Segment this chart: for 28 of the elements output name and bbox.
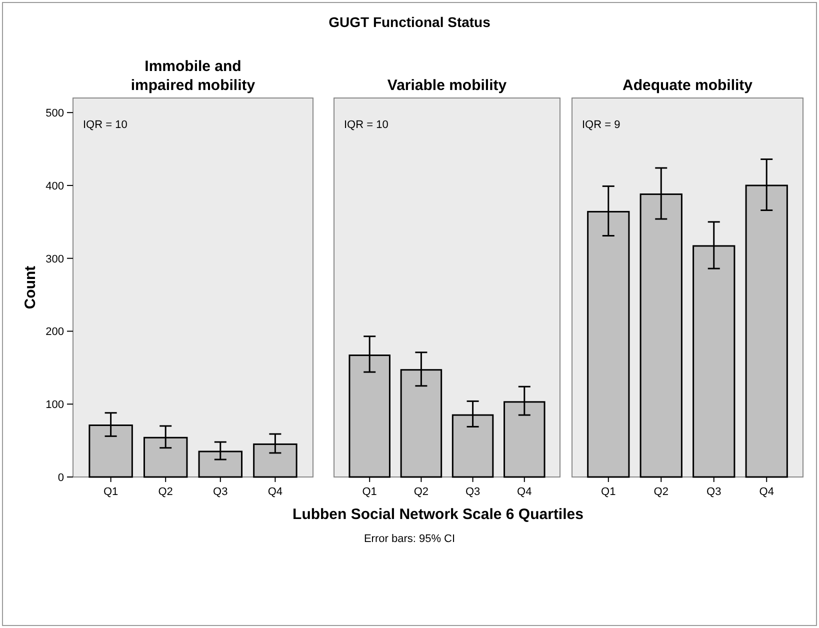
y-tick-label: 200	[46, 326, 64, 338]
x-tick-label: Q1	[103, 486, 118, 498]
y-tick-label: 400	[46, 180, 64, 192]
chart-title: Immobile and impaired mobility	[130, 58, 256, 94]
x-tick-label: Q2	[158, 486, 173, 498]
text: Error bars: 95% CI	[364, 533, 456, 545]
x-tick-label: Q4	[759, 486, 774, 498]
x-axis-title: Lubben Social Network Scale 6 Quartiles	[292, 506, 584, 523]
x-tick-label: Q3	[706, 486, 722, 498]
text: GUGT Functional Status	[328, 14, 491, 30]
y-tick-label: 500	[46, 108, 64, 120]
chart-title: Variable mobility	[387, 77, 508, 94]
x-tick-label: Q3	[213, 486, 228, 498]
y-tick-label: 0	[58, 472, 64, 484]
annotation: IQR = 9	[582, 119, 620, 131]
x-tick-label: Q3	[465, 486, 480, 498]
x-tick-label: Q4	[517, 486, 532, 498]
chart-title: Adequate mobility	[622, 77, 754, 94]
x-tick-label: Q4	[268, 486, 283, 498]
y-tick-label: 100	[46, 399, 64, 412]
y-tick-label: 300	[46, 253, 64, 266]
x-tick-label: Q2	[654, 486, 668, 498]
x-tick-label: Q1	[601, 486, 616, 498]
x-tick-label: Q1	[362, 486, 377, 498]
annotation: IQR = 10	[344, 119, 388, 131]
annotation: IQR = 10	[83, 119, 128, 131]
y-axis-title: Count	[22, 266, 39, 310]
x-tick-label: Q2	[414, 486, 429, 498]
